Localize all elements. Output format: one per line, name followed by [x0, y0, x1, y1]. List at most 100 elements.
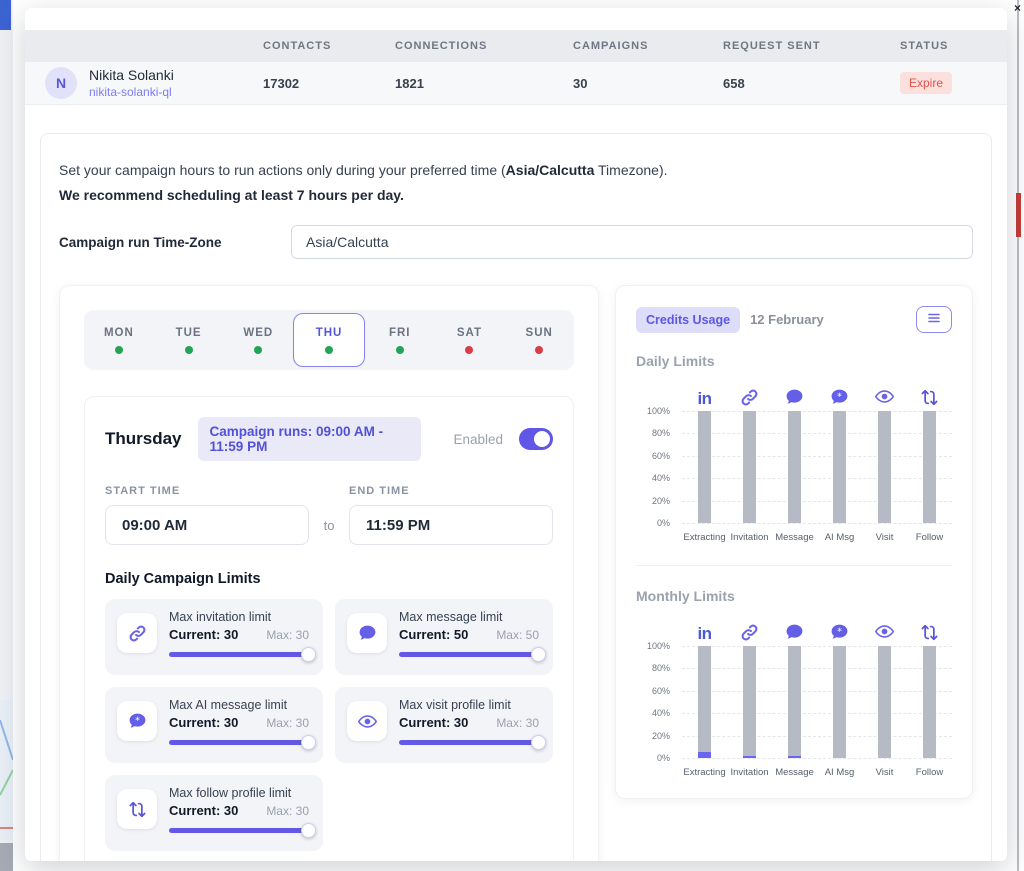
- column-header-status: STATUS: [900, 40, 949, 52]
- gridline: [682, 713, 952, 715]
- follow-icon: [921, 389, 938, 406]
- credits-usage-badge: Credits Usage: [636, 306, 741, 333]
- intro-text: Set your campaign hours to run actions o…: [59, 162, 668, 203]
- day-title: Thursday: [105, 429, 182, 448]
- chart-category-label: Extracting: [683, 532, 726, 543]
- slider-thumb[interactable]: [531, 735, 546, 750]
- day-schedule-card: MON TUE WED THU FRI SAT SUN Thursday Campaign …: [59, 285, 599, 861]
- timezone-label: Campaign run Time-Zone: [59, 234, 222, 250]
- y-axis-tick: 0%: [656, 753, 670, 763]
- y-axis-tick: 100%: [646, 406, 670, 416]
- limit-slider[interactable]: [169, 735, 316, 750]
- follow-icon: [129, 801, 145, 817]
- contacts-value: 17302: [263, 75, 300, 91]
- day-label: TUE: [175, 326, 202, 339]
- chart-category-label: Follow: [915, 767, 944, 778]
- slider-thumb[interactable]: [531, 647, 546, 662]
- gridline: [682, 478, 952, 480]
- day-status-dot: [325, 345, 334, 354]
- page-scroll-marker: [1016, 193, 1021, 237]
- message-icon: [786, 389, 803, 404]
- chart-category-label: Invitation: [730, 767, 769, 778]
- enabled-label: Enabled: [453, 431, 503, 447]
- limit-card: Max message limit Current: 50 Max: 50: [335, 599, 553, 675]
- eye-icon: [874, 390, 895, 403]
- connections-value: 1821: [395, 75, 424, 91]
- slider-thumb[interactable]: [301, 647, 316, 662]
- day-tab-tue[interactable]: TUE: [154, 310, 224, 370]
- slider-fill: [169, 828, 309, 833]
- limit-icon-tile: [117, 789, 157, 829]
- list-icon: [928, 313, 940, 322]
- limit-slider[interactable]: [399, 647, 546, 662]
- limit-current-value: Current: 30: [169, 803, 239, 818]
- limit-current-value: Current: 30: [169, 715, 239, 730]
- gridline: [682, 523, 952, 524]
- credits-date: 12 February: [750, 312, 824, 327]
- slider-thumb[interactable]: [301, 735, 316, 750]
- start-time-input[interactable]: [105, 505, 309, 545]
- link-icon: [741, 389, 758, 406]
- svg-text:*: *: [135, 715, 140, 726]
- limit-card: * Max AI message limit Current: 30 Max: …: [105, 687, 323, 763]
- day-tab-sat[interactable]: SAT: [435, 310, 505, 370]
- day-label: SUN: [525, 326, 553, 339]
- limit-title: Max visit profile limit: [399, 698, 511, 712]
- page-scrollbar-track[interactable]: [1017, 0, 1019, 871]
- enabled-toggle[interactable]: [518, 428, 553, 450]
- daily-limits-title: Daily Limits: [636, 353, 715, 369]
- limit-slider[interactable]: [169, 823, 316, 838]
- day-tab-mon[interactable]: MON: [84, 310, 154, 370]
- limit-title: Max invitation limit: [169, 610, 272, 624]
- y-axis-tick: 60%: [651, 685, 670, 696]
- start-time-label: START TIME: [105, 485, 181, 497]
- svg-text:*: *: [837, 626, 842, 637]
- follow-icon: [921, 624, 938, 641]
- end-time-input[interactable]: [349, 505, 553, 545]
- avatar: N: [45, 67, 77, 99]
- chart-category-label: Invitation: [730, 532, 769, 543]
- chart-bar-ai-msg: [833, 411, 846, 523]
- account-username-link[interactable]: nikita-solanki-ql: [89, 85, 172, 99]
- day-tab-thu[interactable]: THU: [293, 313, 365, 367]
- account-table-header: CONTACTS CONNECTIONS CAMPAIGNS REQUEST S…: [25, 30, 1007, 62]
- linkedin-icon: in: [697, 389, 712, 408]
- chart-category-label: AI Msg: [824, 767, 855, 778]
- chart-category-label: Message: [775, 767, 814, 778]
- day-tab-sun[interactable]: SUN: [504, 310, 574, 370]
- day-label: FRI: [388, 326, 411, 339]
- ai-message-icon: *: [831, 624, 848, 639]
- limit-title: Max AI message limit: [169, 698, 288, 712]
- chart-category-label: Visit: [875, 532, 894, 543]
- limit-title: Max message limit: [399, 610, 503, 624]
- y-axis-tick: 20%: [651, 495, 670, 506]
- column-header-request-sent: REQUEST SENT: [723, 40, 821, 52]
- account-table: CONTACTS CONNECTIONS CAMPAIGNS REQUEST S…: [25, 30, 1007, 105]
- daily-limits-chart: Daily Limits in * 100% 80% 60% 40% 20% 0% Extr…: [636, 353, 952, 543]
- limit-slider[interactable]: [399, 735, 546, 750]
- chart-options-button[interactable]: [916, 306, 952, 333]
- close-icon[interactable]: ×: [1013, 1, 1021, 15]
- slider-fill: [169, 652, 309, 657]
- limit-icon-tile: [347, 701, 387, 741]
- gridline: [682, 433, 952, 435]
- gridline: [682, 646, 952, 647]
- account-name: Nikita Solanki: [89, 67, 174, 83]
- limit-slider[interactable]: [169, 647, 316, 662]
- chart-category-label: AI Msg: [824, 532, 855, 543]
- gridline: [682, 455, 952, 457]
- limits-grid: Max invitation limit Current: 30 Max: 30…: [105, 599, 553, 851]
- limit-icon-tile: [117, 613, 157, 653]
- day-tab-wed[interactable]: WED: [223, 310, 293, 370]
- day-tab-fri[interactable]: FRI: [365, 310, 435, 370]
- message-icon: [359, 625, 375, 640]
- gridline: [682, 500, 952, 502]
- timezone-input[interactable]: [291, 225, 973, 259]
- y-axis-tick: 40%: [651, 473, 670, 484]
- limit-card: Max visit profile limit Current: 30 Max:…: [335, 687, 553, 763]
- slider-thumb[interactable]: [301, 823, 316, 838]
- chart-bar-ai-msg: [833, 646, 846, 758]
- background-page-edge: [0, 0, 13, 871]
- limit-max-value: Max: 30: [266, 716, 309, 730]
- intro-timezone: Asia/Calcutta: [505, 162, 595, 178]
